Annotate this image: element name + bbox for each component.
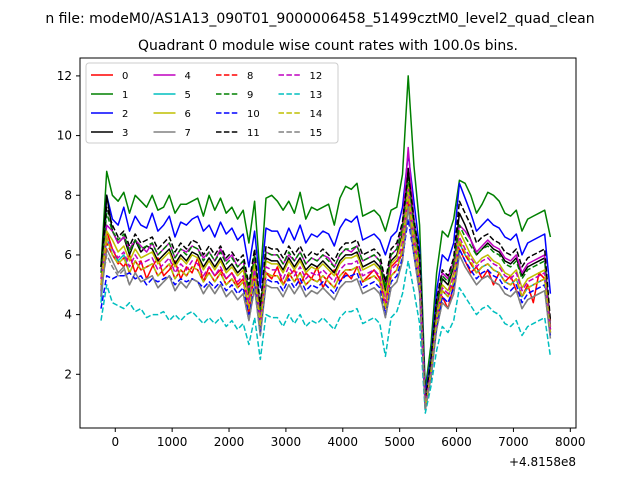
x-tick-label: 4000	[328, 435, 359, 449]
y-tick-label: 2	[64, 367, 72, 381]
legend-label-10: 10	[247, 109, 260, 120]
series-lines	[100, 75, 552, 414]
legend-box	[85, 62, 339, 144]
y-tick-label: 12	[57, 69, 72, 83]
y-tick-label: 6	[64, 248, 72, 262]
legend-label-0: 0	[122, 71, 128, 82]
x-tick-label: 8000	[555, 435, 586, 449]
series-line-10	[100, 218, 552, 408]
legend-label-9: 9	[247, 90, 253, 101]
y-tick-label: 10	[57, 129, 72, 143]
x-axis: 0 1000 2000 3000 4000 5000 6000 7000 8000	[111, 428, 586, 449]
x-tick-label: 7000	[498, 435, 529, 449]
legend-label-1: 1	[122, 90, 128, 101]
series-line-9	[100, 176, 552, 402]
y-tick-label: 8	[64, 188, 72, 202]
series-line-1	[100, 75, 552, 390]
legend-label-3: 3	[122, 128, 128, 139]
legend-label-11: 11	[247, 128, 260, 139]
series-line-13	[100, 260, 552, 414]
chart-title: Quadrant 0 module wise count rates with …	[138, 38, 518, 54]
legend-label-13: 13	[310, 90, 323, 101]
series-line-0	[100, 200, 552, 399]
figure-suptitle: n file: modeM0/AS1A13_090T01_9000006458_…	[45, 11, 594, 27]
y-tick-label: 4	[64, 308, 72, 322]
x-tick-label: 0	[111, 435, 119, 449]
legend-label-5: 5	[185, 90, 191, 101]
legend-label-15: 15	[310, 128, 323, 139]
x-tick-label: 6000	[441, 435, 472, 449]
x-tick-label: 3000	[271, 435, 302, 449]
legend-label-8: 8	[247, 71, 253, 82]
legend-label-2: 2	[122, 109, 128, 120]
series-line-2	[100, 152, 552, 396]
series-line-6	[100, 182, 552, 405]
series-line-5	[100, 194, 552, 408]
series-line-11	[100, 170, 552, 402]
legend-label-7: 7	[185, 128, 191, 139]
legend-label-4: 4	[185, 71, 191, 82]
series-line-15	[100, 206, 552, 411]
x-tick-label: 1000	[157, 435, 188, 449]
series-line-8	[100, 194, 552, 408]
x-axis-offset-label: +4.8158e8	[509, 455, 576, 469]
legend-label-12: 12	[310, 71, 323, 82]
axes-frame	[79, 57, 577, 429]
plot-area	[79, 57, 577, 429]
legend-label-14: 14	[310, 109, 323, 120]
series-line-4	[100, 146, 552, 402]
x-tick-label: 2000	[214, 435, 245, 449]
series-line-14	[100, 191, 552, 408]
y-axis: 2 4 6 8 10 12	[57, 69, 80, 381]
x-tick-label: 5000	[384, 435, 415, 449]
series-line-12	[100, 188, 552, 405]
legend-label-6: 6	[185, 109, 191, 120]
